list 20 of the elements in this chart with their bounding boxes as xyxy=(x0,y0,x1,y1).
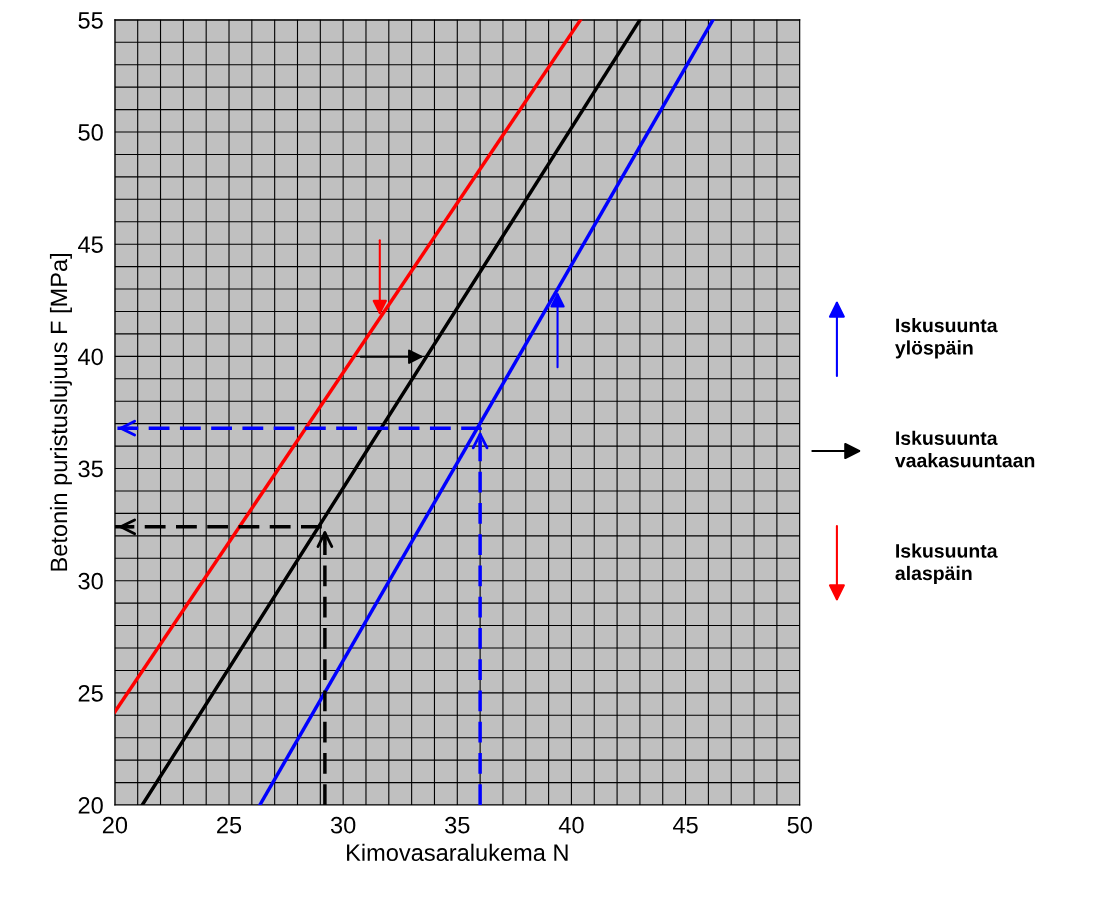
y-tick-label: 55 xyxy=(78,12,103,29)
y-tick-label: 30 xyxy=(78,572,103,590)
y-axis-title: Betonin puristuslujuus F [MPa] xyxy=(49,254,72,571)
y-tick-label: 35 xyxy=(78,460,103,478)
y-tick-label: 40 xyxy=(78,348,103,366)
y-tick-label: 25 xyxy=(78,684,103,702)
x-tick-label: 35 xyxy=(445,816,470,834)
x-tick-label: 25 xyxy=(217,816,242,834)
text: Iskusuunta ylöspäin xyxy=(895,318,998,359)
y-tick-label: 45 xyxy=(78,236,103,253)
y-tick-label: 20 xyxy=(78,797,103,814)
x-tick-label: 30 xyxy=(330,816,356,834)
x-tick-label: 40 xyxy=(558,816,584,834)
text: Iskusuunta alaspäin xyxy=(895,543,998,584)
y-tick-label: 50 xyxy=(78,124,103,141)
x-tick-label: 50 xyxy=(787,816,812,834)
x-tick-label: 45 xyxy=(672,817,698,834)
x-axis-title: Kimovasaralukema N xyxy=(347,843,568,862)
legend-label: Iskusuunta vaakasuuntaan xyxy=(894,430,1035,468)
x-tick-label: 20 xyxy=(102,816,128,834)
